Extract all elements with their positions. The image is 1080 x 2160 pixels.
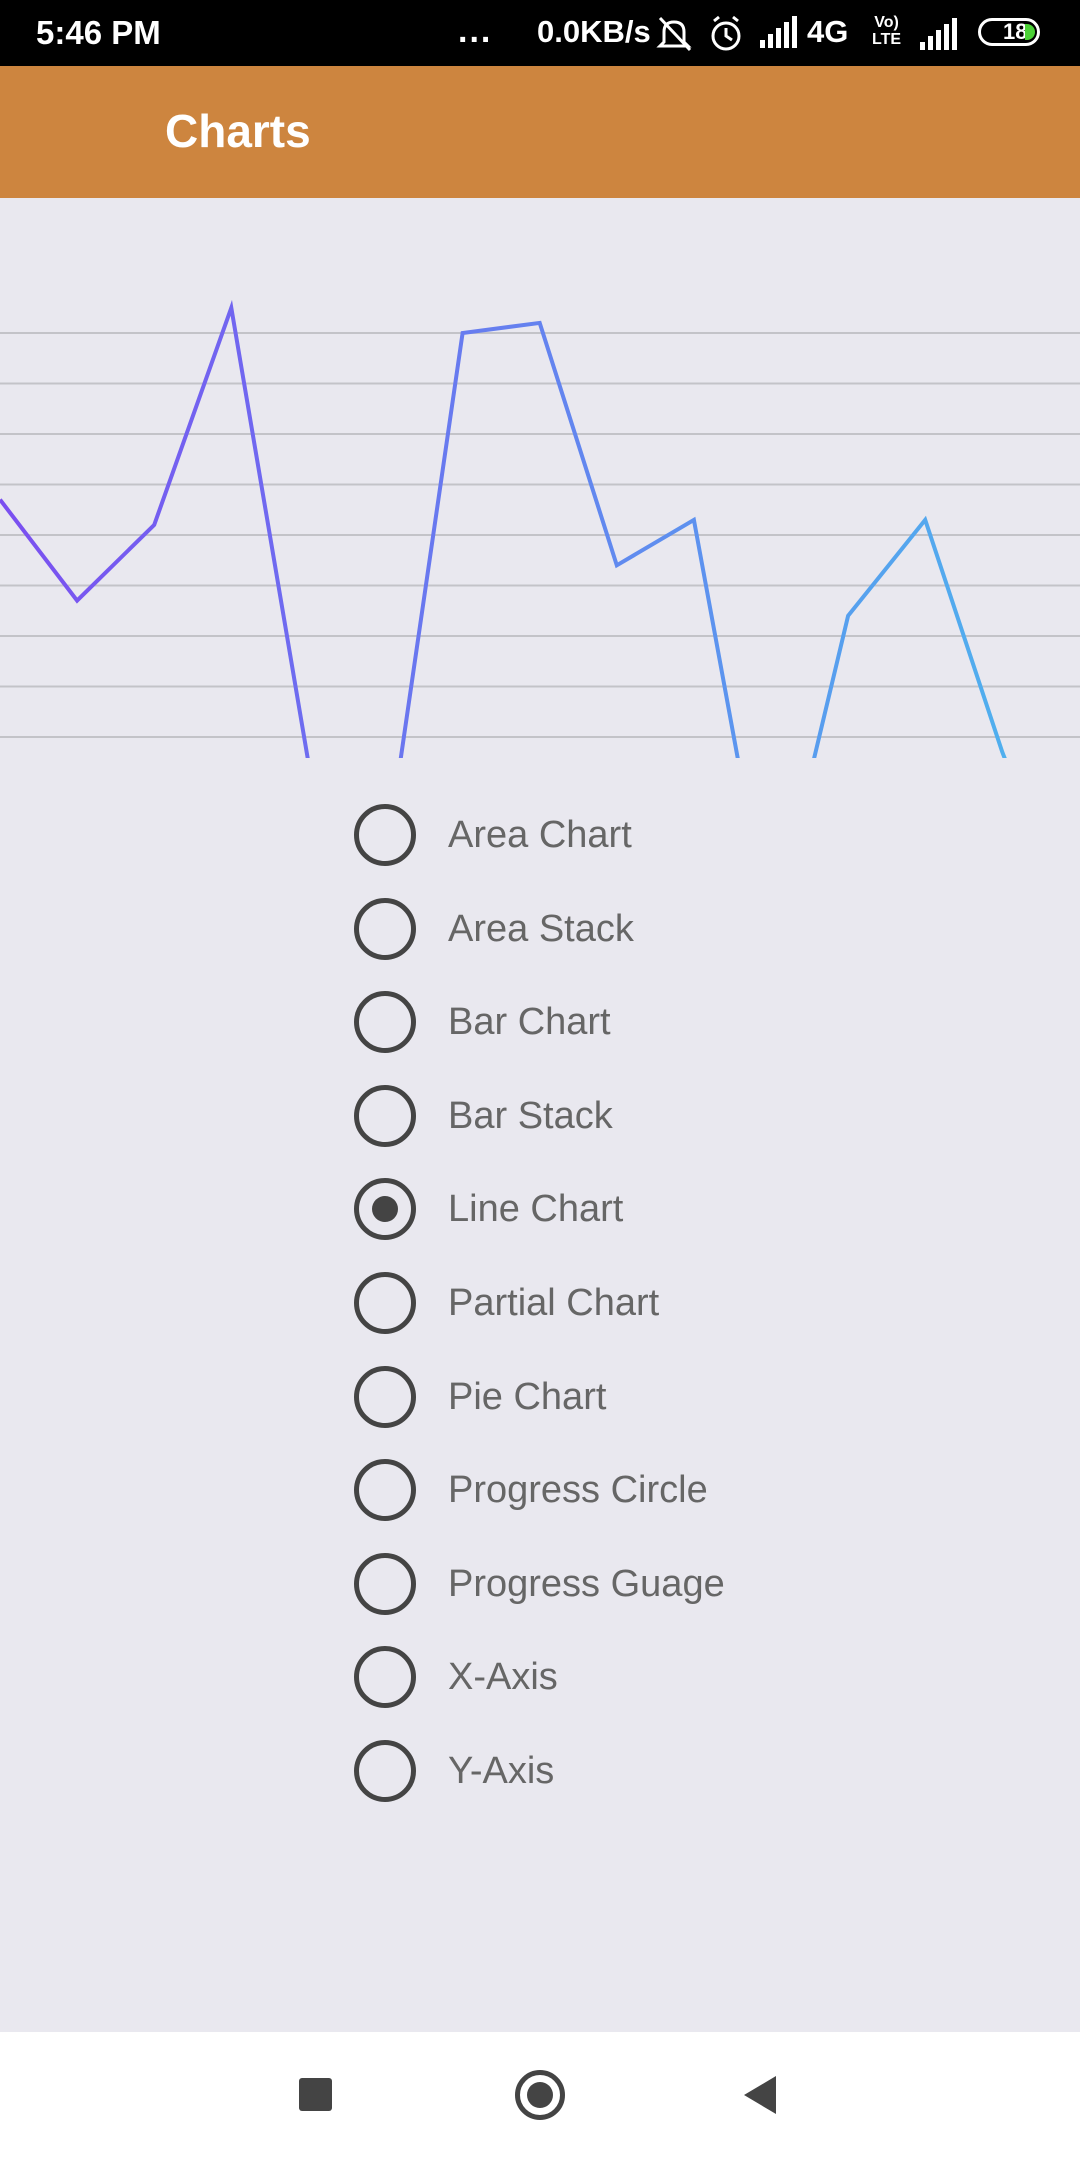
line-chart [0, 299, 1080, 758]
page-title: Charts [165, 105, 311, 157]
alarm-icon [711, 15, 741, 51]
volte-indicator: Vo) LTE [872, 14, 901, 48]
radio-option[interactable]: Pie Chart [352, 1362, 952, 1432]
radio-button[interactable] [354, 1740, 416, 1802]
chart-grid [0, 332, 1080, 738]
radio-label: Bar Chart [448, 1001, 611, 1044]
radio-option[interactable]: Y-Axis [352, 1736, 952, 1806]
radio-option[interactable]: Partial Chart [352, 1268, 952, 1338]
home-icon-center [527, 2082, 553, 2108]
radio-button[interactable] [354, 1459, 416, 1522]
volte-top: Vo) [874, 14, 899, 31]
mute-icon [656, 16, 692, 52]
battery-level: 18 [1003, 19, 1028, 44]
radio-option[interactable]: Progress Circle [352, 1455, 952, 1525]
status-dots: ... [458, 12, 493, 50]
radio-label: Partial Chart [448, 1282, 660, 1324]
battery-fill [1025, 24, 1035, 40]
network-speed: 0.0KB/s [537, 14, 651, 49]
radio-option[interactable]: Area Stack [352, 894, 952, 964]
volte-bottom: LTE [872, 31, 902, 48]
radio-button[interactable] [354, 1646, 416, 1709]
radio-option[interactable]: Bar Chart [352, 987, 952, 1057]
network-type: 4G [807, 14, 849, 49]
radio-option[interactable]: Area Chart [352, 800, 952, 870]
radio-label: Area Chart [448, 814, 632, 856]
radio-button[interactable] [354, 1178, 416, 1241]
radio-button[interactable] [354, 991, 416, 1054]
radio-button[interactable] [354, 1365, 416, 1428]
radio-button[interactable] [354, 1084, 416, 1147]
home-icon[interactable] [515, 2070, 565, 2120]
app-bar: Charts [0, 66, 1080, 198]
series-line [0, 299, 1007, 758]
radio-button[interactable] [354, 1552, 416, 1615]
radio-label: X-Axis [448, 1656, 558, 1699]
status-time: 5:46 PM [36, 14, 161, 51]
radio-option[interactable]: Progress Guage [352, 1549, 952, 1619]
radio-label: Bar Stack [448, 1094, 613, 1137]
signal-icon [760, 16, 797, 48]
back-icon[interactable] [744, 2076, 776, 2114]
radio-selected-dot [372, 1196, 398, 1223]
radio-label: Pie Chart [448, 1375, 607, 1418]
radio-option[interactable]: Bar Stack [352, 1081, 952, 1151]
radio-button[interactable] [354, 804, 416, 866]
status-icons [656, 15, 797, 52]
radio-label: Progress Circle [448, 1469, 708, 1512]
battery-icon: 18 [978, 18, 1040, 46]
radio-button[interactable] [354, 1272, 416, 1334]
radio-label: Line Chart [448, 1188, 624, 1231]
recents-icon[interactable] [299, 2078, 332, 2111]
radio-option[interactable]: X-Axis [352, 1642, 952, 1712]
radio-button[interactable] [354, 897, 416, 960]
radio-option[interactable]: Line Chart [352, 1174, 952, 1244]
navigation-bar [0, 2032, 1080, 2160]
status-bar: 5:46 PM ... 0.0KB/s 4G Vo) LTE 18 [0, 0, 1080, 66]
signal-icon [920, 18, 957, 50]
radio-label: Progress Guage [448, 1562, 725, 1605]
radio-label: Y-Axis [448, 1750, 555, 1792]
radio-label: Area Stack [448, 907, 634, 950]
